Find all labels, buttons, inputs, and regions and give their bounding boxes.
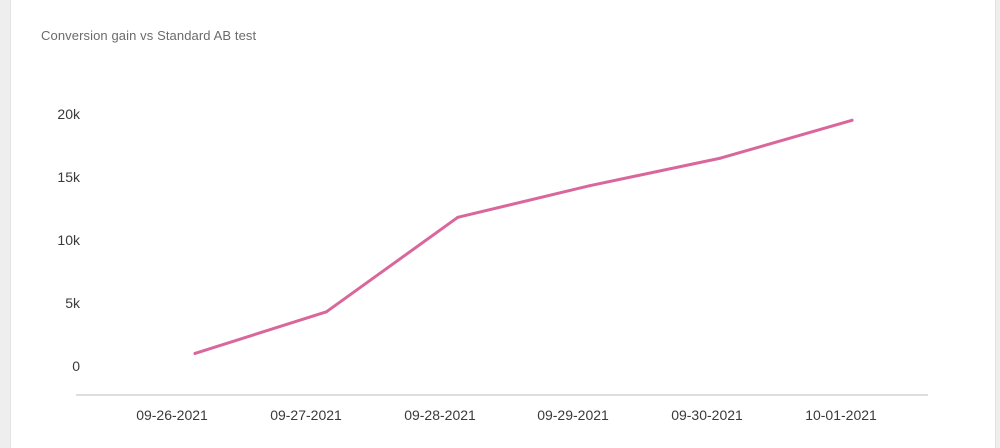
x-tick-label: 09-28-2021 bbox=[404, 407, 476, 423]
y-axis-ticks: 0 5k 10k 15k 20k bbox=[57, 106, 81, 374]
x-tick-label: 10-01-2021 bbox=[805, 407, 877, 423]
y-tick-label: 15k bbox=[57, 169, 81, 185]
data-point bbox=[850, 118, 854, 122]
data-point bbox=[193, 351, 197, 355]
chart-title: Conversion gain vs Standard AB test bbox=[41, 28, 257, 43]
x-tick-label: 09-26-2021 bbox=[136, 407, 208, 423]
data-point bbox=[587, 184, 591, 188]
series-group bbox=[193, 118, 854, 355]
x-tick-label: 09-29-2021 bbox=[537, 407, 609, 423]
chart-card: Conversion gain vs Standard AB test bbox=[10, 0, 996, 448]
x-axis-ticks: 09-26-2021 09-27-2021 09-28-2021 09-29-2021… bbox=[136, 407, 877, 423]
data-point bbox=[324, 310, 328, 314]
data-point bbox=[719, 156, 723, 160]
series-line bbox=[193, 118, 854, 355]
y-tick-label: 10k bbox=[57, 232, 81, 248]
x-tick-label: 09-30-2021 bbox=[671, 407, 743, 423]
y-tick-label: 5k bbox=[65, 295, 81, 311]
y-tick-label: 20k bbox=[57, 106, 81, 122]
data-point bbox=[456, 215, 460, 219]
y-tick-label: 0 bbox=[72, 358, 80, 374]
x-tick-label: 09-27-2021 bbox=[270, 407, 342, 423]
